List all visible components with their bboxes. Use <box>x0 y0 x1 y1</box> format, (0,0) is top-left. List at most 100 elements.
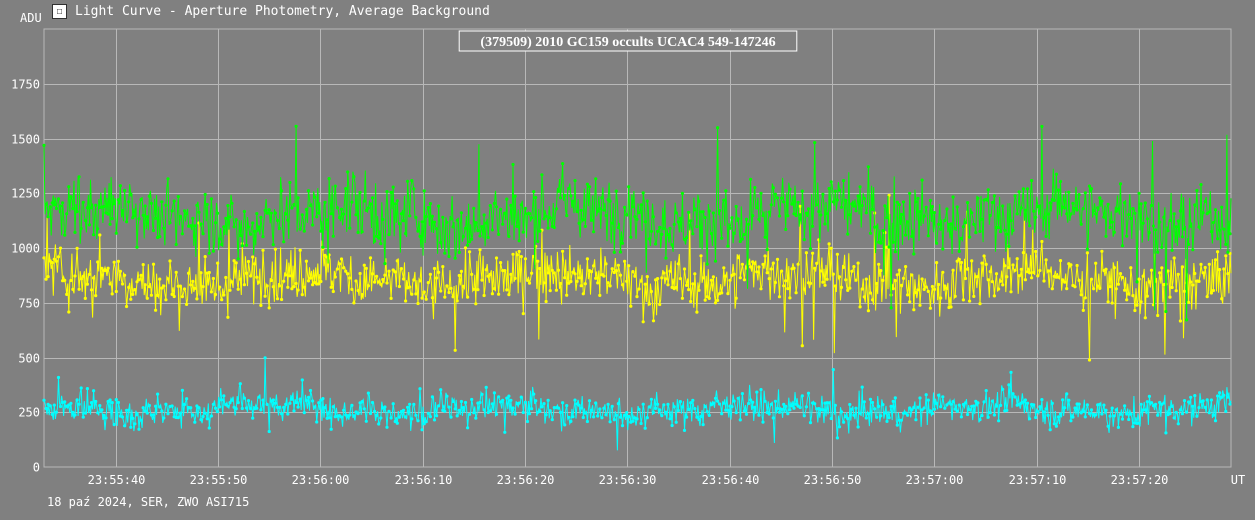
series-point <box>1089 277 1094 281</box>
series-point <box>831 272 835 276</box>
series-point <box>228 215 232 219</box>
series-point <box>966 267 970 271</box>
series-point <box>513 412 517 416</box>
series-point <box>228 288 232 292</box>
series-point <box>79 277 83 281</box>
series-point <box>1170 248 1174 252</box>
series-point <box>1189 395 1193 399</box>
series-point <box>511 162 515 167</box>
series-point <box>515 224 519 228</box>
series-point <box>726 292 730 296</box>
series-point <box>978 229 982 233</box>
series-point <box>1133 211 1137 215</box>
series-point <box>1224 242 1228 246</box>
series-point <box>1071 415 1075 419</box>
series-point <box>540 405 544 409</box>
series-point <box>519 203 523 207</box>
series-point <box>870 207 875 211</box>
y-tick-label: 500 <box>18 352 40 366</box>
series-point <box>100 266 104 270</box>
series-point <box>1218 228 1222 232</box>
series-point <box>916 196 920 200</box>
series-point <box>96 227 100 231</box>
series-point <box>205 202 209 207</box>
series-point <box>685 283 689 287</box>
series-point <box>426 281 430 285</box>
series-point <box>804 211 809 215</box>
series-point <box>1131 207 1135 211</box>
series-point <box>755 270 759 274</box>
series-point <box>135 413 139 417</box>
series-point <box>129 297 133 301</box>
series-point <box>1149 203 1154 208</box>
series-point <box>296 196 300 200</box>
series-point <box>408 402 412 406</box>
series-point <box>271 398 275 402</box>
series-point <box>1040 239 1044 244</box>
series-point <box>102 413 106 417</box>
series-point <box>356 288 360 293</box>
series-point <box>503 269 507 273</box>
series-point <box>261 248 265 252</box>
series-point <box>835 436 840 440</box>
series-point <box>627 264 631 268</box>
series-point <box>1129 412 1133 416</box>
series-point <box>713 301 718 305</box>
series-point <box>437 204 441 208</box>
series-point <box>435 227 439 231</box>
series-point <box>232 225 236 229</box>
series-point <box>986 415 990 419</box>
series-point <box>1089 187 1094 191</box>
series-point <box>594 177 598 181</box>
series-point <box>594 276 598 280</box>
series-point <box>304 207 308 211</box>
series-point <box>42 398 46 402</box>
series-point <box>827 186 831 191</box>
series-point <box>246 399 251 403</box>
series-point <box>509 203 513 207</box>
series-point <box>108 222 112 226</box>
series-point <box>224 216 228 220</box>
series-point <box>418 387 422 391</box>
series-point <box>738 276 742 280</box>
series-point <box>935 261 939 265</box>
series-point <box>370 272 375 276</box>
series-point <box>839 205 844 209</box>
series-point <box>908 406 912 410</box>
series-point <box>393 202 397 206</box>
series-point <box>515 253 519 257</box>
series-point <box>612 270 616 275</box>
series-point <box>866 412 871 416</box>
series-point <box>707 413 711 417</box>
series-point <box>988 270 992 274</box>
series-point <box>556 268 561 272</box>
series-point <box>707 209 711 213</box>
series-point <box>486 274 490 278</box>
series-point <box>482 408 486 412</box>
series-point <box>461 284 465 288</box>
series-point <box>478 234 482 238</box>
series-point <box>833 403 837 407</box>
series-point <box>1191 404 1195 408</box>
series-point <box>1145 217 1149 221</box>
series-point <box>763 399 767 403</box>
chart-app-icon[interactable]: ☐ <box>52 4 67 19</box>
series-point <box>253 262 257 266</box>
series-point <box>794 213 798 218</box>
series-point <box>771 261 775 265</box>
series-point <box>490 402 494 406</box>
series-point <box>298 227 302 231</box>
series-point <box>193 286 197 290</box>
series-point <box>333 275 337 279</box>
series-point <box>356 230 360 234</box>
series-point <box>329 427 333 431</box>
series-point <box>873 407 877 411</box>
series-point <box>1069 263 1073 267</box>
series-point <box>484 268 488 272</box>
series-point <box>968 235 972 239</box>
series-point <box>643 282 647 286</box>
series-point <box>589 270 594 274</box>
chart-title-box <box>458 30 798 52</box>
series-point <box>780 407 784 411</box>
series-point <box>866 309 871 313</box>
